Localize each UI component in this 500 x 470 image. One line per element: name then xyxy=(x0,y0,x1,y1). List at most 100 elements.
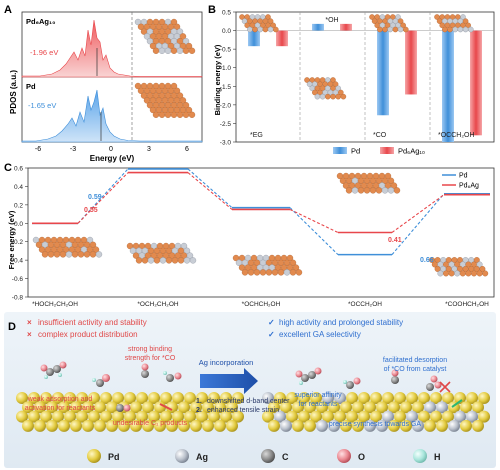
pd-atom xyxy=(330,93,336,100)
pdos-bottom-dband: -1.65 eV xyxy=(28,101,56,110)
ytick-b-label-2: -0.5 xyxy=(220,47,232,54)
ag-atom xyxy=(468,26,474,33)
pd-atom xyxy=(152,111,160,118)
pd-atom xyxy=(142,419,154,432)
pd-atom xyxy=(130,419,142,432)
pd-atom xyxy=(135,257,143,264)
legend-b-label-pd: Pd xyxy=(351,147,360,156)
pd-atom xyxy=(188,111,196,118)
pd-atom xyxy=(478,410,490,423)
pd-atom xyxy=(148,392,160,404)
pd-atom xyxy=(292,419,304,432)
pd-atom xyxy=(316,401,328,414)
pd-atom xyxy=(262,410,274,423)
pd-atom xyxy=(370,410,382,423)
slab-thumbnail-pd xyxy=(134,82,196,118)
pd-atom xyxy=(142,401,154,414)
pd-atom xyxy=(400,22,406,29)
pd-atom xyxy=(136,410,148,423)
pd-atom xyxy=(392,26,399,33)
pd-atom xyxy=(346,392,358,404)
pd-atom xyxy=(182,102,190,109)
panel-c-letter: C xyxy=(4,162,12,174)
note-synthesis: precise synthesis towards GA xyxy=(329,421,422,428)
ag-atom xyxy=(466,410,478,423)
pd-atom xyxy=(286,392,298,404)
pd-atom xyxy=(436,419,448,432)
note-adsorption-1: weak adsorption and xyxy=(27,396,93,403)
connector-pd6ag-1 xyxy=(187,172,233,210)
adsorbate-atom xyxy=(301,374,309,382)
pd-atom xyxy=(364,401,376,414)
adsorbate-atom xyxy=(295,370,303,378)
pd-atom xyxy=(124,410,136,423)
note-byproducts: undesirable C₁ products xyxy=(113,420,188,427)
pd-atom xyxy=(286,410,298,423)
ag-atom xyxy=(147,257,155,264)
category-b-3: *OCCH₂OH xyxy=(438,132,475,139)
pd-atom xyxy=(220,410,232,423)
pd-atom xyxy=(76,410,88,423)
blocked-cross-icon xyxy=(439,381,451,393)
pd-atom xyxy=(59,251,67,258)
right-annotations: facilitated desorption of *CO from catal… xyxy=(294,357,447,428)
pd-atom xyxy=(170,18,178,26)
panel-d-left-header: × insufficient activity and stability × … xyxy=(27,318,147,339)
pd-atom xyxy=(277,269,285,276)
pd-atom xyxy=(465,22,471,29)
pd-atom xyxy=(370,392,382,404)
adsorbate-atom xyxy=(391,369,399,377)
pd-atom xyxy=(16,392,28,404)
cross-icon: × xyxy=(27,330,32,339)
legend-atom-label-pd: Pd xyxy=(108,452,120,462)
ag-atom xyxy=(424,401,436,414)
adsorbate-atom xyxy=(102,374,110,382)
pd-atom xyxy=(295,269,303,276)
category-b-2: *CO xyxy=(373,132,387,139)
cross-icon: × xyxy=(27,318,32,327)
adsorbate-atom xyxy=(391,376,399,384)
pd-atom xyxy=(164,111,172,118)
ag-atom xyxy=(189,257,197,264)
pd-atom xyxy=(182,47,190,54)
panel-b: B Binding energy (eV) 0.5 0.0 -0.5 -1.0 -1.5… xyxy=(208,4,495,156)
barrier-label-pd-2: 0.66 xyxy=(420,257,434,264)
arrow-label: Ag incorporation xyxy=(199,358,254,367)
pd-atom xyxy=(47,251,55,258)
pd-atom xyxy=(466,392,478,404)
pd-atom xyxy=(345,187,353,194)
check-icon: ✓ xyxy=(268,330,275,339)
ag-atom xyxy=(476,261,483,268)
pd-atom xyxy=(182,111,190,118)
panel-d: D × insufficient activity and stability … xyxy=(4,312,496,468)
right-header-line-1: high activity and prolonged stability xyxy=(279,318,403,327)
pd-atom xyxy=(185,42,193,50)
ag-atom xyxy=(454,410,466,423)
note-binding-1: strong binding xyxy=(128,346,172,353)
pd-atom xyxy=(330,77,336,83)
pd-atom xyxy=(106,419,118,432)
pd-atom xyxy=(418,392,430,404)
ag-atom xyxy=(351,187,359,194)
pd-atom xyxy=(190,419,202,432)
ag-incorporation-arrow: Ag incorporation 1. downshifted d-band c… xyxy=(196,358,290,414)
adsorbate-atom xyxy=(59,361,67,369)
step-2-text: enhanced tensile strain xyxy=(207,407,279,414)
ytick-b-label-5: -2.0 xyxy=(220,102,232,109)
ag-atom xyxy=(381,187,389,194)
note-adsorption-2: activation for reactants xyxy=(25,405,96,412)
pd-atom xyxy=(184,410,196,423)
pd-atom xyxy=(377,26,383,33)
pd-atom xyxy=(28,392,40,404)
adsorbate-atom xyxy=(141,370,149,378)
pd-atom xyxy=(34,401,46,414)
ag-atom xyxy=(314,93,321,100)
ag-atom xyxy=(462,26,469,33)
pd-atom xyxy=(328,401,340,414)
adsorbate-atom xyxy=(314,367,322,375)
pd-atom xyxy=(358,392,370,404)
ag-atom xyxy=(159,257,167,264)
pdos-top-label: Pd₆Ag₁₀ xyxy=(26,17,55,26)
pd-atom xyxy=(460,419,472,432)
ag-atom xyxy=(335,85,341,92)
